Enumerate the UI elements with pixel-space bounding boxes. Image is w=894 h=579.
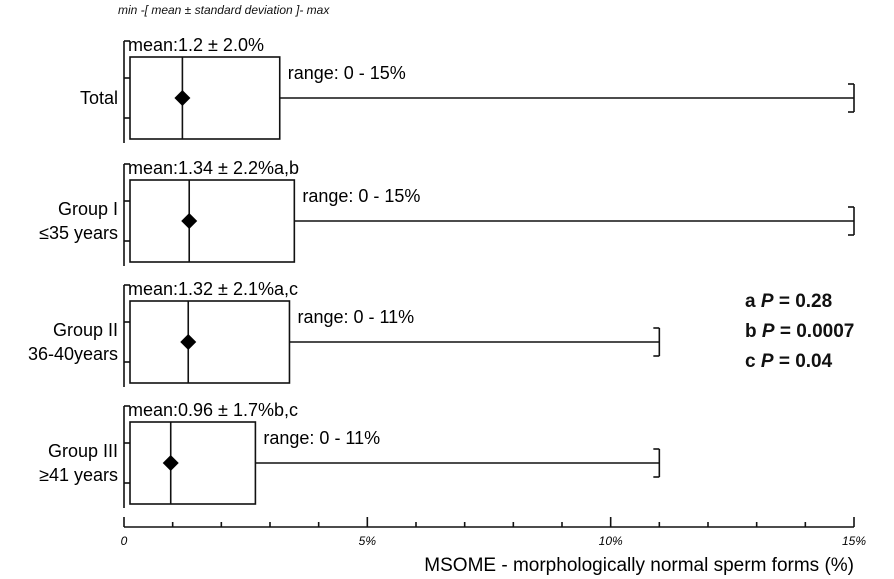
range-label: range: 0 - 15%	[302, 186, 420, 206]
p-letter-c: c	[745, 351, 756, 372]
mean-marker	[180, 334, 197, 350]
mean-label: mean:0.96 ± 1.7%b,c	[128, 400, 298, 420]
group-sublabel: ≥41 years	[39, 465, 118, 485]
p-value-c: c P = 0.04	[745, 347, 854, 377]
sd-box	[129, 421, 257, 505]
sd-box	[129, 300, 291, 384]
mean-label: mean:1.2 ± 2.0%	[128, 35, 264, 55]
group-label: Group II	[53, 320, 118, 340]
p-symbol-b: P	[761, 321, 775, 342]
group-label: Group I	[58, 199, 118, 219]
mean-marker	[181, 213, 198, 229]
mean-marker	[174, 90, 191, 106]
x-tick-label: 5%	[359, 534, 377, 548]
range-label: range: 0 - 11%	[263, 428, 380, 448]
mean-marker	[162, 455, 179, 471]
group-sublabel: 36-40years	[28, 344, 118, 364]
p-symbol-c: P	[760, 351, 774, 372]
p-letter-b: b	[745, 321, 757, 342]
p-value-a: a P = 0.28	[745, 287, 854, 317]
p-number-b: = 0.0007	[779, 321, 855, 342]
p-values: a P = 0.28 b P = 0.0007 c P = 0.04	[745, 287, 854, 377]
sd-box	[129, 179, 296, 263]
group-label: Group III	[48, 441, 118, 461]
sd-box	[129, 56, 281, 140]
mean-label: mean:1.34 ± 2.2%a,b	[128, 158, 299, 178]
mean-label: mean:1.32 ± 2.1%a,c	[128, 279, 298, 299]
range-label: range: 0 - 11%	[297, 307, 414, 327]
chart-caption: min -[ mean ± standard deviation ]- max	[118, 3, 330, 17]
p-number-a: = 0.28	[778, 291, 833, 312]
p-symbol-a: P	[760, 291, 774, 312]
group-sublabel: ≤35 years	[39, 223, 118, 243]
p-value-b: b P = 0.0007	[745, 317, 854, 347]
x-axis-label: MSOME - morphologically normal sperm for…	[424, 555, 854, 576]
x-tick-label: 10%	[599, 534, 623, 548]
p-number-c: = 0.04	[778, 351, 833, 372]
range-label: range: 0 - 15%	[288, 63, 406, 83]
p-letter-a: a	[745, 291, 756, 312]
x-tick-label: 0	[121, 534, 128, 548]
group-label: Total	[80, 88, 118, 108]
x-tick-label: 15%	[842, 534, 866, 548]
